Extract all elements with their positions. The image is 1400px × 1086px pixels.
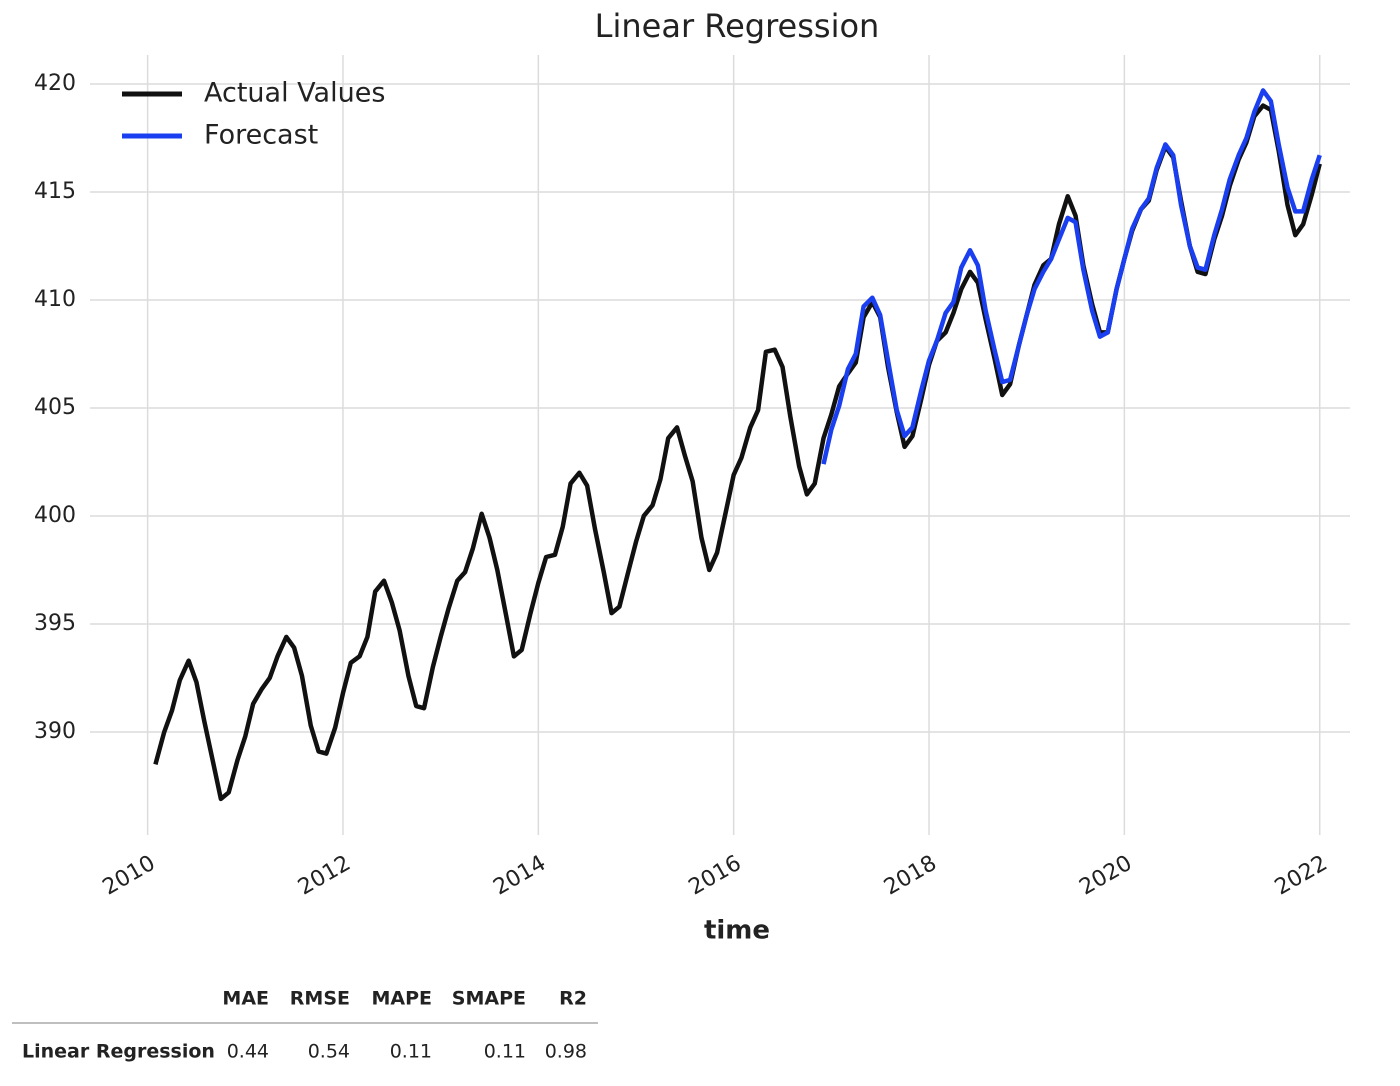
x-tick-label: 2020 <box>1075 851 1136 901</box>
y-tick-label: 405 <box>34 395 76 420</box>
series-line <box>821 88 1322 465</box>
x-tick-label: 2022 <box>1271 851 1332 901</box>
x-tick-label: 2016 <box>685 851 746 901</box>
table-cell: 0.98 <box>545 1041 587 1063</box>
table-header: MAPE <box>371 988 432 1010</box>
series-line <box>153 103 1322 802</box>
x-tick-label: 2010 <box>99 851 160 901</box>
table-cell: 0.44 <box>227 1041 269 1063</box>
table-cell: 0.11 <box>484 1041 526 1063</box>
y-tick-label: 390 <box>34 719 76 744</box>
x-tick-label: 2014 <box>489 851 550 901</box>
y-tick-label: 400 <box>34 503 76 528</box>
x-axis-label: time <box>704 916 770 946</box>
y-tick-label: 420 <box>34 71 76 96</box>
x-tick-label: 2018 <box>880 851 941 901</box>
table-header: R2 <box>559 988 587 1010</box>
legend-label: Actual Values <box>204 78 385 109</box>
y-tick-label: 415 <box>34 179 76 204</box>
y-tick-label: 410 <box>34 287 76 312</box>
table-header: MAE <box>222 988 269 1010</box>
y-tick-label: 395 <box>34 611 76 636</box>
chart-title: Linear Regression <box>595 7 880 45</box>
legend-label: Forecast <box>204 120 318 151</box>
table-cell: 0.54 <box>308 1041 350 1063</box>
x-tick-label: 2012 <box>294 851 355 901</box>
table-row-label: Linear Regression <box>22 1041 215 1063</box>
table-header: RMSE <box>290 988 350 1010</box>
table-cell: 0.11 <box>390 1041 432 1063</box>
table-header: SMAPE <box>452 988 526 1010</box>
